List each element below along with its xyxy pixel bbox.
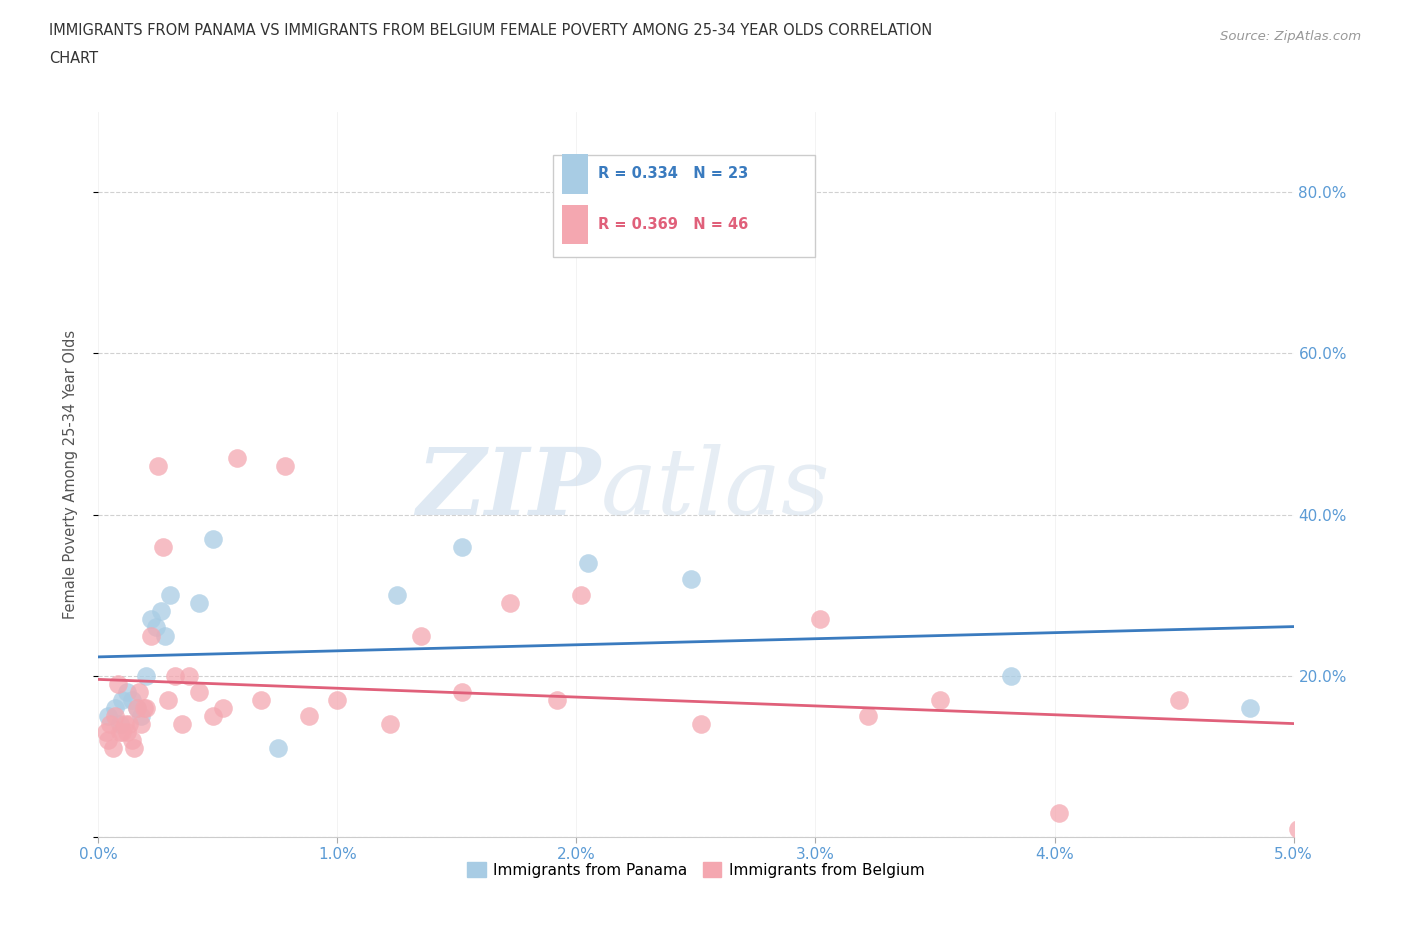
Legend: Immigrants from Panama, Immigrants from Belgium: Immigrants from Panama, Immigrants from … bbox=[461, 856, 931, 884]
Point bbox=[121, 693, 143, 708]
Point bbox=[202, 531, 225, 546]
Point bbox=[131, 709, 153, 724]
Point bbox=[97, 733, 120, 748]
Point bbox=[689, 717, 711, 732]
Text: atlas: atlas bbox=[600, 444, 830, 534]
Point bbox=[148, 458, 170, 473]
Point bbox=[1286, 821, 1309, 836]
Point bbox=[211, 700, 233, 715]
Point bbox=[98, 717, 122, 732]
Point bbox=[179, 669, 201, 684]
Point bbox=[1239, 700, 1261, 715]
Point bbox=[111, 724, 134, 739]
Point bbox=[107, 676, 129, 691]
Point bbox=[498, 596, 520, 611]
Point bbox=[385, 588, 409, 603]
Point bbox=[128, 684, 150, 699]
Point bbox=[1047, 805, 1070, 820]
Point bbox=[546, 693, 568, 708]
Point bbox=[187, 596, 209, 611]
Point bbox=[163, 669, 186, 684]
FancyBboxPatch shape bbox=[562, 153, 589, 193]
Point bbox=[145, 620, 167, 635]
Point bbox=[928, 693, 950, 708]
Point bbox=[411, 628, 433, 643]
Point bbox=[115, 684, 138, 699]
Point bbox=[135, 700, 157, 715]
Y-axis label: Female Poverty Among 25-34 Year Olds: Female Poverty Among 25-34 Year Olds bbox=[63, 330, 77, 618]
Point bbox=[132, 700, 155, 715]
Point bbox=[578, 555, 600, 570]
Point bbox=[326, 693, 349, 708]
Text: R = 0.334   N = 23: R = 0.334 N = 23 bbox=[598, 166, 748, 181]
Point bbox=[450, 539, 472, 554]
Point bbox=[681, 572, 703, 587]
Text: CHART: CHART bbox=[49, 51, 98, 66]
Point bbox=[139, 612, 162, 627]
Point bbox=[124, 741, 146, 756]
Point bbox=[104, 709, 127, 724]
Point bbox=[856, 709, 879, 724]
Point bbox=[125, 700, 148, 715]
Point bbox=[131, 717, 153, 732]
Text: ZIP: ZIP bbox=[416, 444, 600, 534]
Point bbox=[125, 700, 148, 715]
Point bbox=[152, 539, 174, 554]
Point bbox=[114, 717, 136, 732]
FancyBboxPatch shape bbox=[553, 155, 815, 257]
Text: R = 0.369   N = 46: R = 0.369 N = 46 bbox=[598, 217, 748, 232]
Point bbox=[149, 604, 172, 618]
Point bbox=[104, 700, 127, 715]
Point bbox=[97, 709, 120, 724]
FancyBboxPatch shape bbox=[562, 205, 589, 245]
Point bbox=[159, 588, 181, 603]
Point bbox=[267, 741, 290, 756]
Text: Source: ZipAtlas.com: Source: ZipAtlas.com bbox=[1220, 30, 1361, 43]
Point bbox=[139, 628, 162, 643]
Point bbox=[298, 709, 321, 724]
Text: IMMIGRANTS FROM PANAMA VS IMMIGRANTS FROM BELGIUM FEMALE POVERTY AMONG 25-34 YEA: IMMIGRANTS FROM PANAMA VS IMMIGRANTS FRO… bbox=[49, 23, 932, 38]
Point bbox=[569, 588, 592, 603]
Point bbox=[808, 612, 831, 627]
Point bbox=[378, 717, 401, 732]
Point bbox=[1000, 669, 1022, 684]
Point bbox=[121, 733, 143, 748]
Point bbox=[118, 717, 141, 732]
Point bbox=[135, 669, 157, 684]
Point bbox=[94, 724, 117, 739]
Point bbox=[202, 709, 225, 724]
Point bbox=[108, 724, 131, 739]
Point bbox=[1167, 693, 1189, 708]
Point bbox=[111, 693, 134, 708]
Point bbox=[155, 628, 177, 643]
Point bbox=[226, 451, 249, 466]
Point bbox=[450, 684, 472, 699]
Point bbox=[172, 717, 194, 732]
Point bbox=[115, 724, 138, 739]
Point bbox=[187, 684, 209, 699]
Point bbox=[250, 693, 273, 708]
Point bbox=[101, 741, 124, 756]
Point bbox=[156, 693, 179, 708]
Point bbox=[274, 458, 297, 473]
Point bbox=[108, 717, 131, 732]
